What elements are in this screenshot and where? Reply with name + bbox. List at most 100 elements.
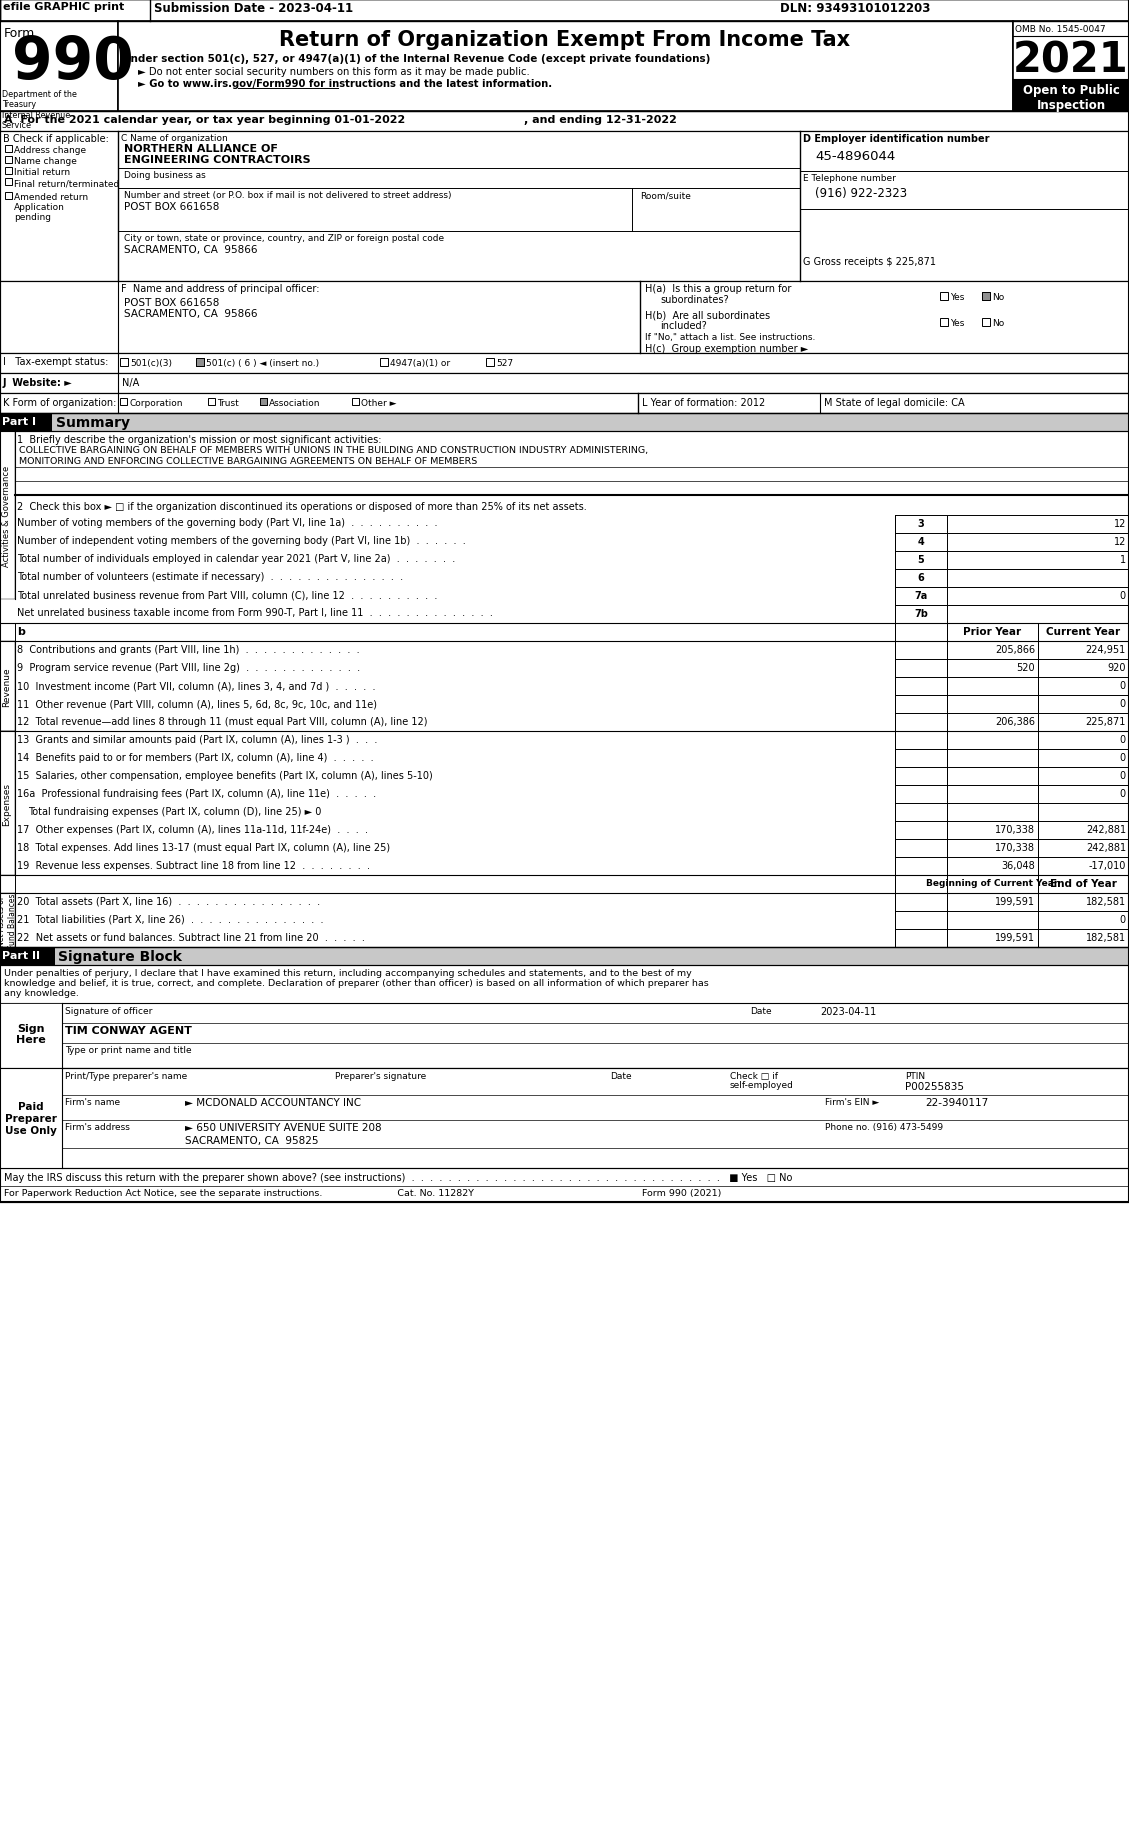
Text: 0: 0: [1120, 591, 1126, 600]
Text: 12  Total revenue—add lines 8 through 11 (must equal Part VIII, column (A), line: 12 Total revenue—add lines 8 through 11 …: [17, 717, 428, 727]
Text: 16a  Professional fundraising fees (Part IX, column (A), line 11e)  .  .  .  .  : 16a Professional fundraising fees (Part …: [17, 789, 376, 798]
Bar: [1038, 750, 1129, 767]
Text: 3: 3: [918, 518, 925, 529]
Bar: [895, 551, 947, 569]
Bar: [0, 948, 55, 966]
Text: Beginning of Current Year: Beginning of Current Year: [926, 878, 1059, 888]
Text: 4: 4: [918, 536, 925, 547]
Text: 7b: 7b: [914, 609, 928, 619]
Text: 18  Total expenses. Add lines 13-17 (must equal Part IX, column (A), line 25): 18 Total expenses. Add lines 13-17 (must…: [17, 842, 391, 853]
Text: 527: 527: [496, 359, 513, 368]
Bar: [947, 875, 1038, 893]
Text: 22  Net assets or fund balances. Subtract line 21 from line 20  .  .  .  .  .: 22 Net assets or fund balances. Subtract…: [17, 933, 365, 942]
Text: Amended return: Amended return: [14, 192, 88, 201]
Bar: [5, 168, 12, 176]
Text: 20  Total assets (Part X, line 16)  .  .  .  .  .  .  .  .  .  .  .  .  .  .  . : 20 Total assets (Part X, line 16) . . . …: [17, 897, 321, 906]
Bar: [1038, 875, 1129, 893]
Bar: [895, 714, 947, 732]
Text: 0: 0: [1120, 752, 1126, 763]
Text: Summary: Summary: [56, 415, 130, 430]
Bar: [895, 569, 947, 587]
Bar: [1038, 732, 1129, 750]
Bar: [0, 1003, 62, 1069]
Bar: [895, 606, 947, 624]
Bar: [1038, 930, 1129, 948]
Text: SACRAMENTO, CA  95866: SACRAMENTO, CA 95866: [124, 245, 257, 254]
Text: DLN: 93493101012203: DLN: 93493101012203: [780, 2, 930, 15]
Text: 6: 6: [918, 573, 925, 582]
Text: 225,871: 225,871: [1086, 717, 1126, 727]
Text: H(c)  Group exemption number ►: H(c) Group exemption number ►: [645, 344, 808, 353]
Text: No: No: [992, 318, 1005, 328]
Text: Current Year: Current Year: [1047, 626, 1121, 637]
Bar: [1038, 822, 1129, 840]
Text: 1  Briefly describe the organization's mission or most significant activities:: 1 Briefly describe the organization's mi…: [17, 436, 382, 445]
Text: 7a: 7a: [914, 591, 928, 600]
Bar: [0, 1069, 62, 1168]
Text: Trust: Trust: [217, 399, 238, 408]
Text: MONITORING AND ENFORCING COLLECTIVE BARGAINING AGREEMENTS ON BEHALF OF MEMBERS: MONITORING AND ENFORCING COLLECTIVE BARG…: [19, 458, 478, 467]
Text: Total number of volunteers (estimate if necessary)  .  .  .  .  .  .  .  .  .  .: Total number of volunteers (estimate if …: [17, 571, 403, 582]
Text: City or town, state or province, country, and ZIP or foreign postal code: City or town, state or province, country…: [124, 234, 444, 243]
Bar: [0, 432, 15, 600]
Text: Under penalties of perjury, I declare that I have examined this return, includin: Under penalties of perjury, I declare th…: [5, 968, 692, 977]
Text: Firm's EIN ►: Firm's EIN ►: [825, 1098, 879, 1107]
Bar: [940, 318, 948, 328]
Bar: [1013, 81, 1129, 112]
Bar: [0, 0, 1129, 1202]
Bar: [0, 373, 1129, 393]
Bar: [947, 930, 1038, 948]
Text: , and ending 12-31-2022: , and ending 12-31-2022: [524, 115, 677, 124]
Bar: [0, 1003, 1129, 1069]
Bar: [947, 695, 1038, 714]
Text: 12: 12: [1113, 518, 1126, 529]
Text: 206,386: 206,386: [995, 717, 1035, 727]
Bar: [0, 353, 1129, 373]
Text: Phone no. (916) 473-5499: Phone no. (916) 473-5499: [825, 1122, 943, 1131]
Text: POST BOX 661658: POST BOX 661658: [124, 298, 219, 307]
Bar: [5, 157, 12, 165]
Bar: [947, 551, 1129, 569]
Bar: [947, 624, 1038, 642]
Text: 0: 0: [1120, 770, 1126, 781]
Text: Association: Association: [269, 399, 321, 408]
Text: Initial return: Initial return: [14, 168, 70, 178]
Text: No: No: [992, 293, 1005, 302]
Text: H(b)  Are all subordinates: H(b) Are all subordinates: [645, 309, 770, 320]
Text: 2  Check this box ► □ if the organization discontinued its operations or dispose: 2 Check this box ► □ if the organization…: [17, 501, 587, 512]
Text: POST BOX 661658: POST BOX 661658: [124, 201, 219, 212]
Text: 15  Salaries, other compensation, employee benefits (Part IX, column (A), lines : 15 Salaries, other compensation, employe…: [17, 770, 432, 781]
Text: 0: 0: [1120, 734, 1126, 745]
Bar: [947, 642, 1038, 659]
Text: 5: 5: [918, 554, 925, 565]
Text: 21  Total liabilities (Part X, line 26)  .  .  .  .  .  .  .  .  .  .  .  .  .  : 21 Total liabilities (Part X, line 26) .…: [17, 915, 324, 924]
Text: For Paperwork Reduction Act Notice, see the separate instructions.              : For Paperwork Reduction Act Notice, see …: [5, 1188, 721, 1197]
Text: subordinates?: subordinates?: [660, 295, 728, 306]
Bar: [0, 0, 1129, 22]
Bar: [260, 399, 266, 406]
Text: SACRAMENTO, CA  95866: SACRAMENTO, CA 95866: [124, 309, 257, 318]
Text: Part I: Part I: [2, 417, 36, 426]
Text: M State of legal domicile: CA: M State of legal domicile: CA: [824, 397, 964, 408]
Text: 501(c) ( 6 ) ◄ (insert no.): 501(c) ( 6 ) ◄ (insert no.): [205, 359, 320, 368]
Text: Doing business as: Doing business as: [124, 170, 205, 179]
Text: P00255835: P00255835: [905, 1082, 964, 1091]
Bar: [895, 587, 947, 606]
Text: Department of the
Treasury
Internal Revenue
Service: Department of the Treasury Internal Reve…: [2, 90, 77, 130]
Text: 0: 0: [1120, 699, 1126, 708]
Bar: [895, 911, 947, 930]
Text: 11  Other revenue (Part VIII, column (A), lines 5, 6d, 8c, 9c, 10c, and 11e): 11 Other revenue (Part VIII, column (A),…: [17, 699, 377, 708]
Text: 14  Benefits paid to or for members (Part IX, column (A), line 4)  .  .  .  .  .: 14 Benefits paid to or for members (Part…: [17, 752, 374, 763]
Bar: [947, 714, 1038, 732]
Bar: [1038, 785, 1129, 803]
Text: Date: Date: [610, 1071, 631, 1080]
Text: J  Website: ►: J Website: ►: [3, 377, 72, 388]
Text: (916) 922-2323: (916) 922-2323: [815, 187, 907, 199]
Text: 170,338: 170,338: [995, 842, 1035, 853]
Bar: [947, 677, 1038, 695]
Text: Total number of individuals employed in calendar year 2021 (Part V, line 2a)  . : Total number of individuals employed in …: [17, 554, 455, 564]
Text: Total unrelated business revenue from Part VIII, column (C), line 12  .  .  .  .: Total unrelated business revenue from Pa…: [17, 589, 437, 600]
Text: B Check if applicable:: B Check if applicable:: [3, 134, 108, 145]
Bar: [120, 359, 128, 366]
Bar: [947, 840, 1038, 858]
